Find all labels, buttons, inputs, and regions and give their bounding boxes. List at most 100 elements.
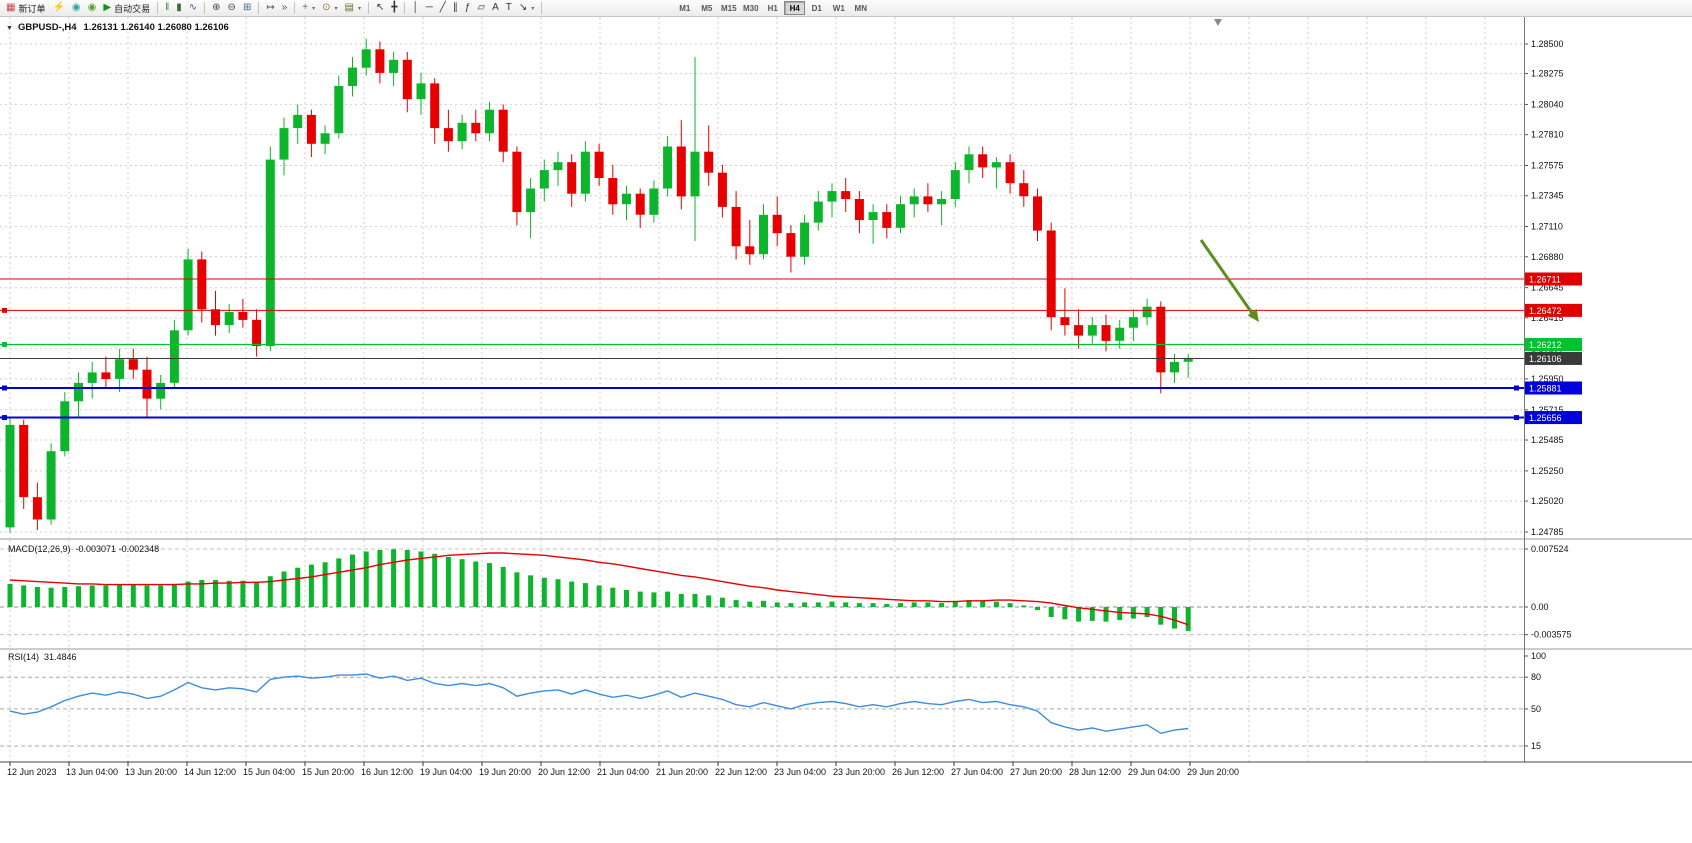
candlestick-chart-icon-glyph: ▮: [176, 2, 182, 13]
zoom-in-icon[interactable]: ⊕: [209, 1, 223, 16]
macd-histogram-bar: [829, 601, 835, 607]
macd-histogram-bar: [1089, 607, 1095, 621]
candle-body: [334, 86, 344, 134]
horizontal-line-icon[interactable]: ─: [423, 1, 436, 16]
periods-menu-caret-icon: ▾: [334, 5, 338, 12]
vertical-line-icon[interactable]: │: [409, 1, 421, 16]
indicators-menu-caret-icon: ▾: [312, 5, 316, 12]
candle-body: [279, 128, 289, 160]
timeframe-button-h1[interactable]: H1: [767, 4, 778, 13]
macd-histogram-bar: [843, 602, 849, 607]
macd-histogram-bar: [267, 576, 273, 607]
text-icon[interactable]: A: [489, 1, 502, 16]
timeframe-button-m5[interactable]: M5: [701, 4, 713, 13]
arrow-annotation[interactable]: [1199, 239, 1254, 314]
line-handle[interactable]: [2, 307, 7, 313]
timeframe-button-mn[interactable]: MN: [854, 4, 867, 13]
chart-shift-icon-glyph: »: [281, 2, 288, 13]
trendline-icon[interactable]: ╱: [437, 1, 449, 16]
auto-scroll-icon[interactable]: ↦: [263, 1, 277, 16]
vertical-line-icon-glyph: │: [412, 2, 419, 13]
time-axis-label: 21 Jun 20:00: [656, 767, 708, 777]
chart-shift-icon[interactable]: »: [279, 1, 291, 16]
channel-icon[interactable]: ∥: [450, 1, 461, 16]
text-label-icon[interactable]: T: [503, 1, 515, 16]
macd-histogram-bar: [199, 580, 205, 607]
price-tag: [1524, 338, 1582, 352]
macd-histogram-bar: [322, 562, 328, 607]
chart-canvas[interactable]: 1.28500 1.28275 1.28040 1.27810 1.27575 1.273…: [0, 17, 1692, 843]
auto-trading-button[interactable]: ▶ 自动交易: [100, 1, 153, 16]
macd-histogram-bar: [952, 601, 958, 607]
timeframe-button-m30[interactable]: M30: [742, 4, 759, 13]
arrows-menu[interactable]: ↘ ▾: [516, 1, 537, 16]
price-tag: [1524, 303, 1582, 317]
macd-histogram-bar: [555, 579, 561, 607]
market-watch-icon[interactable]: ◉: [69, 1, 84, 16]
time-axis-label: 23 Jun 04:00: [774, 767, 826, 777]
time-axis-label: 28 Jun 12:00: [1069, 767, 1121, 777]
candle-body: [608, 178, 618, 205]
line-chart-icon[interactable]: ∿: [186, 1, 200, 16]
cursor-icon[interactable]: ↖: [373, 1, 387, 16]
time-axis-label: 15 Jun 20:00: [302, 767, 354, 777]
arrows-menu-glyph: ↘: [518, 2, 528, 13]
zoom-out-icon-glyph: ⊖: [227, 2, 236, 13]
templates-menu-caret-icon: ▾: [358, 5, 362, 12]
fibonacci-icon[interactable]: ƒ: [462, 1, 474, 16]
timeframe-button-h4[interactable]: H4: [784, 1, 806, 15]
macd-histogram-bar: [870, 603, 876, 607]
candlestick-chart-icon[interactable]: ▮: [173, 1, 185, 16]
price-axis-label: 1.26645: [1531, 283, 1564, 293]
arrow-annotation-head[interactable]: [1247, 309, 1259, 322]
candle-body: [169, 330, 179, 383]
candle-body: [745, 246, 755, 255]
metaeditor-icon[interactable]: ⚡: [49, 1, 67, 16]
macd-histogram-bar: [213, 580, 218, 607]
candle-body: [306, 114, 316, 144]
price-axis-label: 1.26880: [1531, 252, 1564, 262]
new-order-button-label: 新订单: [18, 3, 46, 14]
price-tag-label: 1.26472: [1529, 306, 1562, 316]
candle-body: [539, 170, 549, 189]
templates-menu[interactable]: ▤ ▾: [342, 1, 364, 16]
candle-body: [937, 199, 947, 205]
macd-histogram-bar: [624, 590, 629, 607]
one-click-trading-toggle[interactable]: ▼: [6, 25, 13, 32]
candle-body: [1087, 325, 1097, 336]
line-handle[interactable]: [2, 342, 7, 348]
indicators-menu[interactable]: + ▾: [299, 1, 318, 16]
bar-chart-icon[interactable]: ‖: [162, 1, 172, 16]
price-axis-label: 1.27110: [1531, 222, 1563, 232]
shapes-icon[interactable]: ▱: [474, 1, 488, 16]
line-handle[interactable]: [1514, 415, 1519, 421]
macd-histogram-bar: [1117, 607, 1123, 621]
macd-histogram-bar: [308, 564, 314, 607]
line-handle[interactable]: [2, 385, 7, 391]
candle-body: [1115, 327, 1125, 341]
macd-histogram-bar: [1103, 607, 1109, 622]
line-handle[interactable]: [1514, 385, 1519, 391]
navigator-icon[interactable]: ◉: [85, 1, 100, 16]
candle-body: [430, 83, 440, 129]
toolbar-separator: [368, 2, 370, 14]
timeframe-button-d1[interactable]: D1: [811, 4, 822, 13]
macd-histogram-bar: [254, 581, 260, 607]
candle-body: [964, 154, 974, 171]
cursor-icon-glyph: ↖: [376, 2, 385, 13]
line-handle[interactable]: [2, 415, 7, 421]
candle-body: [60, 401, 70, 452]
tile-windows-icon[interactable]: ⊞: [240, 1, 254, 16]
new-order-button[interactable]: ▦ 新订单: [3, 1, 48, 16]
candle-body: [115, 359, 125, 379]
candle-body: [800, 222, 810, 257]
timeframe-button-m1[interactable]: M1: [679, 4, 691, 13]
zoom-out-icon[interactable]: ⊖: [225, 1, 239, 16]
periods-menu[interactable]: ⊙ ▾: [319, 1, 340, 16]
timeframe-button-m15[interactable]: M15: [720, 4, 737, 13]
timeframe-button-w1[interactable]: W1: [832, 4, 845, 13]
candle-body: [443, 128, 453, 142]
time-axis-label: 16 Jun 12:00: [361, 767, 413, 777]
line-chart-icon-glyph: ∿: [188, 2, 198, 13]
crosshair-icon[interactable]: ╋: [388, 1, 400, 16]
